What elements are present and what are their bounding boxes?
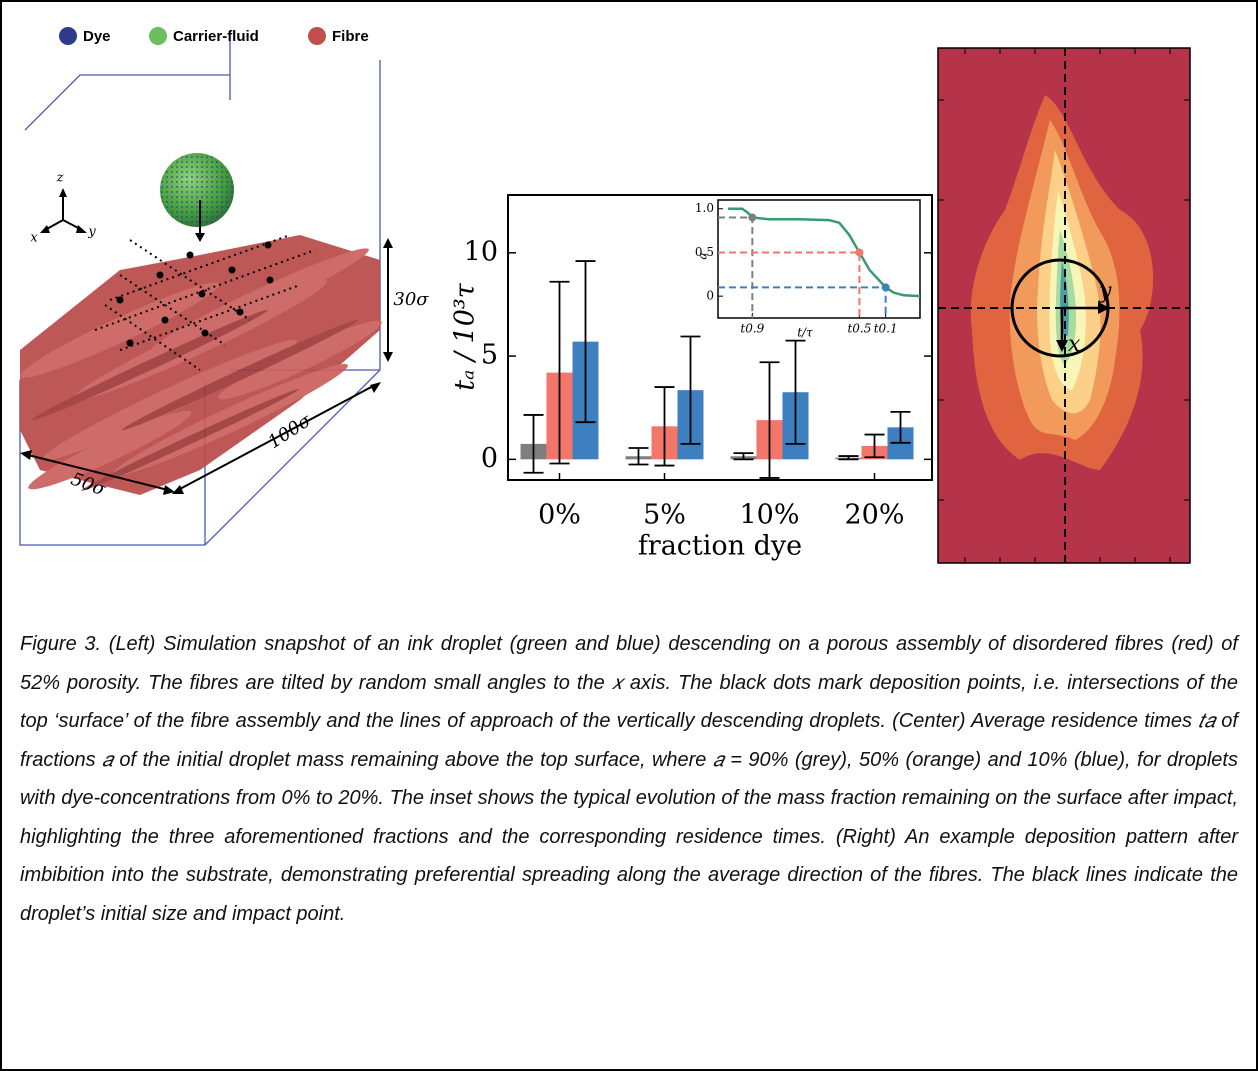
x-axis-label: fraction dye — [638, 531, 802, 562]
legend-label: Carrier-fluid — [173, 28, 259, 45]
y-tick-label: 10 — [464, 236, 498, 267]
caption: Figure 3. (Left) Simulation snapshot of … — [20, 625, 1238, 933]
inset-x-tick-label: t0.5 — [847, 322, 871, 336]
legend-dot — [59, 27, 77, 45]
x-tick-label: 10% — [739, 500, 799, 531]
deposition-pattern — [938, 48, 1190, 563]
fibre-assembly — [15, 235, 386, 498]
inset-y-tick-label: 0 — [706, 289, 714, 303]
axis-label: x — [30, 231, 38, 246]
dimension-label: 30σ — [393, 289, 429, 310]
legend-label: Dye — [83, 28, 111, 45]
axis-label: z — [56, 171, 64, 186]
y-tick-label: 5 — [481, 340, 498, 371]
inset-y-tick-label: 1.0 — [695, 201, 714, 215]
inset-y-axis-label: a — [696, 252, 710, 259]
legend-label: Fibre — [332, 28, 369, 45]
x-tick-label: 20% — [844, 500, 904, 531]
axis-label: y — [87, 225, 96, 240]
inset-marker — [855, 248, 863, 256]
y-axis-label: tₐ / 10³τ — [450, 282, 481, 390]
axis-label: x — [1068, 332, 1081, 357]
y-tick-label: 0 — [481, 443, 498, 474]
axis-label: y — [1098, 279, 1112, 304]
legend-dot — [308, 27, 326, 45]
inset-x-tick-label: t0.9 — [740, 322, 764, 336]
droplet-dye — [160, 153, 234, 227]
inset-x-tick-label: t0.1 — [874, 322, 898, 336]
inset-axes — [718, 200, 920, 318]
inset-marker — [882, 283, 890, 291]
inset-x-axis-label: t/τ — [797, 326, 813, 340]
x-tick-label: 0% — [538, 500, 581, 531]
inset-marker — [748, 213, 756, 221]
legend-dot — [149, 27, 167, 45]
x-tick-label: 5% — [643, 500, 686, 531]
